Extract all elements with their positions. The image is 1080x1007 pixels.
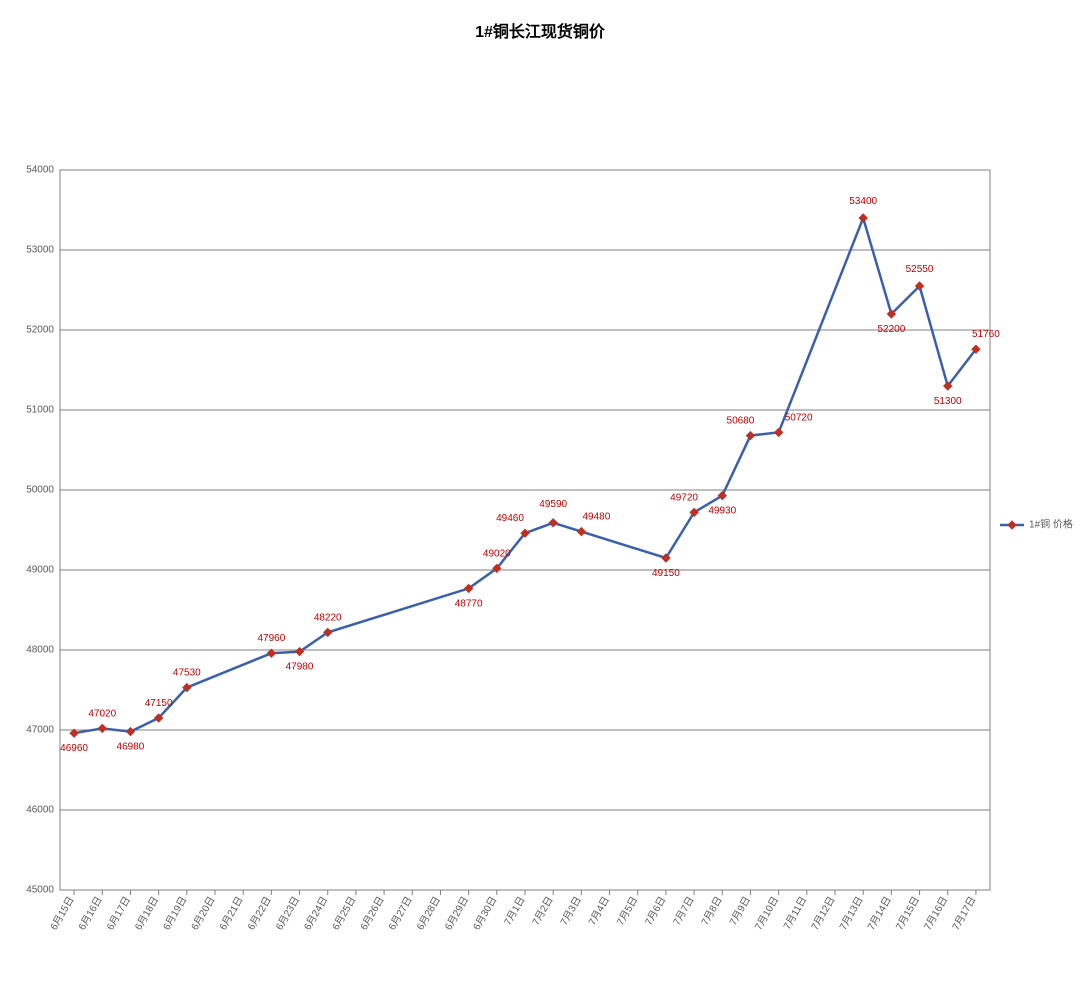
x-tick-label: 7月1日 bbox=[502, 895, 528, 928]
y-tick-label: 47000 bbox=[26, 725, 54, 736]
legend-marker bbox=[1008, 521, 1016, 529]
chart-container: 1#铜长江现货铜价 450004600047000480004900050000… bbox=[0, 0, 1080, 1007]
y-tick-label: 52000 bbox=[26, 325, 54, 336]
x-tick-label: 6月26日 bbox=[358, 895, 387, 933]
data-label: 47980 bbox=[286, 662, 314, 673]
data-marker bbox=[549, 519, 557, 527]
data-label: 53400 bbox=[849, 196, 877, 207]
y-tick-label: 50000 bbox=[26, 485, 54, 496]
x-tick-label: 6月23日 bbox=[273, 895, 302, 933]
x-tick-label: 7月2日 bbox=[530, 895, 556, 928]
x-tick-label: 6月20日 bbox=[189, 895, 218, 933]
x-tick-label: 6月16日 bbox=[76, 895, 105, 933]
data-label: 47020 bbox=[88, 708, 116, 719]
x-tick-label: 6月25日 bbox=[330, 895, 359, 933]
data-label: 51300 bbox=[934, 396, 962, 407]
x-tick-label: 7月17日 bbox=[950, 895, 979, 933]
x-tick-label: 6月15日 bbox=[48, 895, 77, 933]
y-tick-label: 51000 bbox=[26, 405, 54, 416]
x-tick-label: 6月17日 bbox=[104, 895, 133, 933]
x-tick-label: 7月6日 bbox=[643, 895, 669, 928]
data-label: 49460 bbox=[496, 513, 524, 524]
x-tick-label: 7月10日 bbox=[752, 895, 781, 933]
x-tick-label: 7月13日 bbox=[837, 895, 866, 933]
x-tick-label: 6月21日 bbox=[217, 895, 246, 933]
series-line bbox=[74, 218, 976, 733]
data-label: 46980 bbox=[117, 742, 145, 753]
x-tick-label: 6月30日 bbox=[471, 895, 500, 933]
x-tick-label: 7月7日 bbox=[671, 895, 697, 928]
x-tick-label: 6月29日 bbox=[442, 895, 471, 933]
x-tick-label: 7月14日 bbox=[865, 895, 894, 933]
data-label: 46960 bbox=[60, 743, 88, 754]
data-marker bbox=[859, 214, 867, 222]
data-label: 47150 bbox=[145, 698, 173, 709]
data-label: 52200 bbox=[877, 324, 905, 335]
x-tick-label: 7月12日 bbox=[809, 895, 838, 933]
data-label: 49590 bbox=[539, 499, 567, 510]
legend-label: 1#铜 价格 bbox=[1029, 518, 1073, 531]
x-tick-label: 7月4日 bbox=[586, 895, 612, 928]
x-tick-label: 7月8日 bbox=[699, 895, 725, 928]
data-label: 51760 bbox=[972, 329, 1000, 340]
y-tick-label: 48000 bbox=[26, 645, 54, 656]
x-tick-label: 6月18日 bbox=[132, 895, 161, 933]
data-marker bbox=[775, 428, 783, 436]
data-label: 47530 bbox=[173, 668, 201, 679]
data-label: 49720 bbox=[670, 492, 698, 503]
x-tick-label: 7月11日 bbox=[781, 895, 809, 932]
data-label: 49480 bbox=[582, 512, 610, 523]
data-label: 49930 bbox=[708, 506, 736, 517]
y-tick-label: 45000 bbox=[26, 885, 54, 896]
x-tick-label: 7月5日 bbox=[614, 895, 640, 928]
x-tick-label: 7月15日 bbox=[893, 895, 922, 933]
y-tick-label: 53000 bbox=[26, 245, 54, 256]
y-tick-label: 54000 bbox=[26, 165, 54, 176]
x-tick-label: 7月3日 bbox=[558, 895, 584, 928]
data-label: 47960 bbox=[257, 633, 285, 644]
data-label: 50720 bbox=[785, 412, 813, 423]
data-marker bbox=[577, 528, 585, 536]
data-label: 49020 bbox=[483, 548, 511, 559]
y-tick-label: 49000 bbox=[26, 565, 54, 576]
data-label: 52550 bbox=[906, 264, 934, 275]
x-tick-label: 6月27日 bbox=[386, 895, 415, 933]
x-tick-label: 6月24日 bbox=[302, 895, 331, 933]
x-tick-label: 6月22日 bbox=[245, 895, 274, 933]
y-tick-label: 46000 bbox=[26, 805, 54, 816]
x-tick-label: 7月9日 bbox=[727, 895, 753, 928]
x-tick-label: 6月28日 bbox=[414, 895, 443, 933]
x-tick-label: 7月16日 bbox=[922, 895, 951, 933]
data-marker bbox=[98, 724, 106, 732]
data-label: 48770 bbox=[455, 598, 483, 609]
data-label: 50680 bbox=[727, 416, 755, 427]
data-marker bbox=[126, 728, 134, 736]
x-tick-label: 6月19日 bbox=[161, 895, 190, 933]
data-label: 49150 bbox=[652, 568, 680, 579]
data-label: 48220 bbox=[314, 612, 342, 623]
data-marker bbox=[746, 432, 754, 440]
chart-svg: 45000 46000 47000 48000 49000 50000 51000 52000… bbox=[0, 0, 1080, 1007]
